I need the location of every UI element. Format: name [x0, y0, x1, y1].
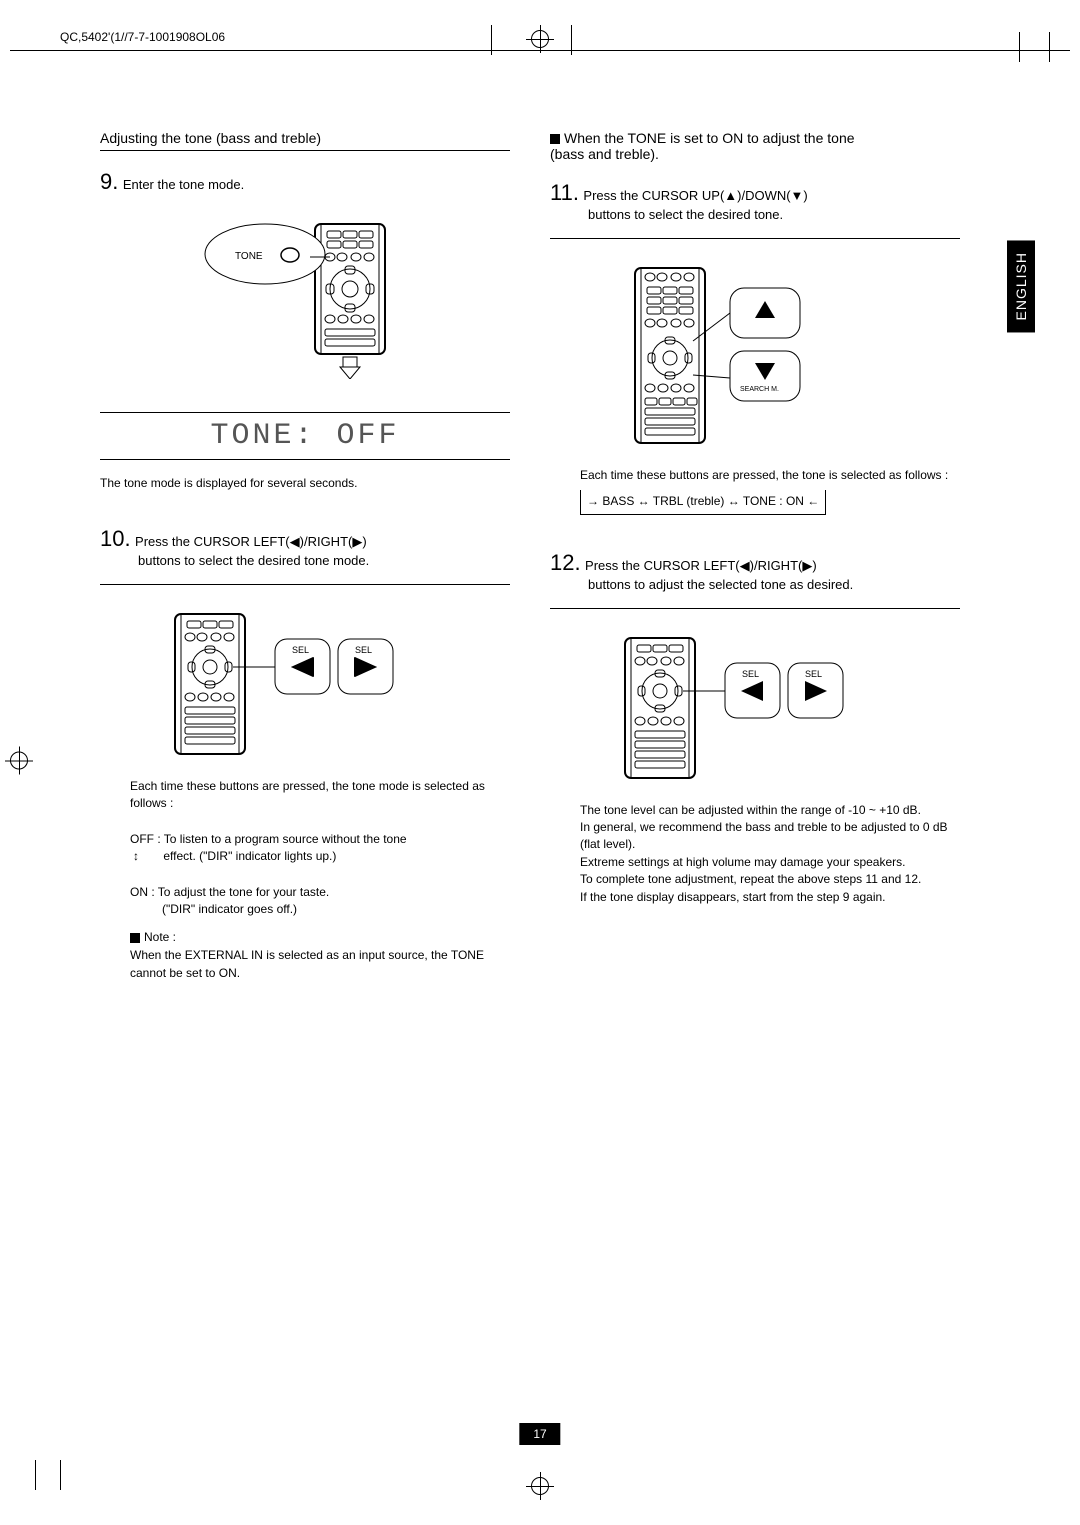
doc-code: QC,5402'(1//7-7-1001908OL06	[60, 30, 225, 44]
crop-tick-right-2	[1049, 32, 1050, 62]
remote-diagram-sel: SEL SEL	[155, 609, 455, 764]
step-12-num: 12.	[550, 550, 581, 575]
step-9: 9. Enter the tone mode.	[100, 169, 510, 195]
svg-text:SEL: SEL	[805, 669, 822, 679]
off-line-2: effect. ("DIR" indicator lights up.)	[163, 849, 336, 863]
content-area: Adjusting the tone (bass and treble) 9. …	[100, 130, 960, 982]
step-12-text-2: buttons to adjust the selected tone as d…	[588, 577, 853, 592]
note-block: Note : When the EXTERNAL IN is selected …	[130, 928, 510, 982]
step-9-text: Enter the tone mode.	[123, 177, 244, 192]
svg-text:SEARCH M.: SEARCH M.	[740, 386, 779, 393]
step-11: 11. Press the CURSOR UP(▲)/DOWN(▼) butto…	[550, 180, 960, 239]
tone-label: TONE	[235, 251, 263, 262]
remote-svg-1: TONE	[195, 219, 415, 379]
cycle-diagram: → BASS ↔ TRBL (treble) ↔ TONE : ON ←	[580, 490, 960, 514]
right-section-title: When the TONE is set to ON to adjust the…	[550, 130, 960, 162]
step-10-text-1: Press the CURSOR LEFT(◀)/RIGHT(▶)	[135, 534, 367, 549]
right-column: When the TONE is set to ON to adjust the…	[550, 130, 960, 982]
off-description: OFF : To listen to a program source with…	[130, 831, 510, 866]
svg-text:SEL: SEL	[355, 645, 372, 655]
square-bullet-icon	[550, 134, 560, 144]
crop-tick-right-1	[1019, 32, 1020, 62]
page: QC,5402'(1//7-7-1001908OL06 ENGLISH Adju…	[0, 0, 1080, 1525]
square-bullet-icon	[130, 933, 140, 943]
lcd-display: TONE: OFF	[100, 412, 510, 460]
right-title-l2: (bass and treble).	[550, 146, 659, 162]
cycle-text: → BASS ↔ TRBL (treble) ↔ TONE : ON ←	[587, 494, 819, 508]
crop-mark-bottom-left	[35, 1450, 95, 1500]
remote-svg-2: SEL SEL	[155, 609, 455, 759]
left-column: Adjusting the tone (bass and treble) 9. …	[100, 130, 510, 982]
step-10: 10. Press the CURSOR LEFT(◀)/RIGHT(▶) bu…	[100, 526, 510, 585]
off-line-1: OFF : To listen to a program source with…	[130, 832, 407, 846]
step-12-text-1: Press the CURSOR LEFT(◀)/RIGHT(▶)	[585, 558, 817, 573]
on-line-1: ON : To adjust the tone for your taste.	[130, 885, 329, 899]
step-12: 12. Press the CURSOR LEFT(◀)/RIGHT(▶) bu…	[550, 550, 960, 609]
on-description: ON : To adjust the tone for your taste. …	[130, 884, 510, 919]
remote-diagram-updown: SEARCH M.	[615, 263, 895, 453]
svg-text:SEL: SEL	[292, 645, 309, 655]
svg-text:SEL: SEL	[742, 669, 759, 679]
on-line-2: ("DIR" indicator goes off.)	[162, 902, 297, 916]
remote-svg-3: SEARCH M.	[615, 263, 895, 448]
caption-lcd: The tone mode is displayed for several s…	[100, 474, 510, 492]
step-11-text-1: Press the CURSOR UP(▲)/DOWN(▼)	[583, 188, 807, 203]
step-11-text-2: buttons to select the desired tone.	[588, 207, 783, 222]
step-9-num: 9.	[100, 169, 118, 194]
page-number: 17	[519, 1423, 560, 1445]
step-10-text-2: buttons to select the desired tone mode.	[138, 553, 369, 568]
range-l3: Extreme settings at high volume may dama…	[580, 855, 906, 869]
remote-diagram-tone: TONE	[195, 219, 415, 384]
range-l5: If the tone display disappears, start fr…	[580, 890, 886, 904]
range-notes: The tone level can be adjusted within th…	[580, 802, 960, 906]
remote-diagram-sel-2: SEL SEL	[605, 633, 905, 788]
step-11-num: 11.	[550, 180, 579, 205]
note-title: Note :	[144, 930, 176, 944]
remote-svg-4: SEL SEL	[605, 633, 905, 783]
range-l1: The tone level can be adjusted within th…	[580, 803, 921, 817]
caption-cycle-right: Each time these buttons are pressed, the…	[580, 467, 960, 484]
range-l2: In general, we recommend the bass and tr…	[580, 820, 948, 851]
step-10-num: 10.	[100, 526, 131, 551]
crop-mark-bottom	[531, 1477, 549, 1500]
right-title-l1: When the TONE is set to ON to adjust the…	[564, 130, 855, 146]
crop-line-top	[10, 50, 1070, 51]
language-tab: ENGLISH	[1007, 240, 1035, 332]
note-body: When the EXTERNAL IN is selected as an i…	[130, 948, 484, 980]
crop-mark-side	[10, 751, 28, 774]
caption-cycle-left: Each time these buttons are pressed, the…	[130, 778, 510, 813]
range-l4: To complete tone adjustment, repeat the …	[580, 872, 921, 886]
left-section-title: Adjusting the tone (bass and treble)	[100, 130, 510, 151]
